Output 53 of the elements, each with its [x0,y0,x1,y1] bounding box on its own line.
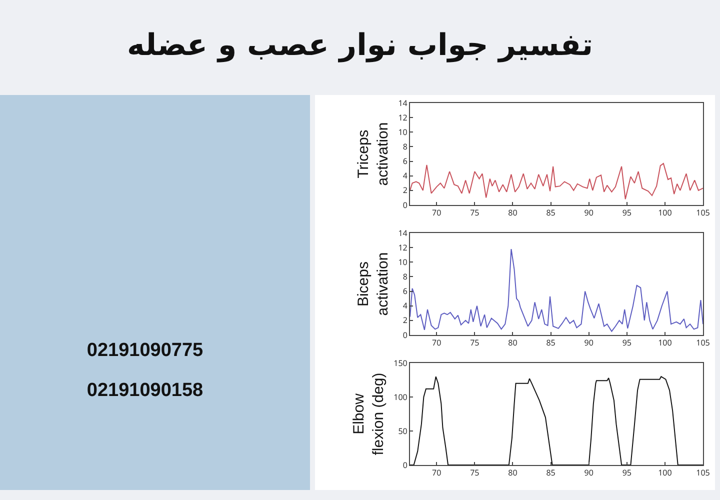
x-tick-label: 85 [546,208,556,219]
x-tick-label: 80 [508,338,518,349]
y-tick-label: 2 [402,185,408,196]
x-tick-label: 75 [470,468,480,479]
y-tick-label: 100 [394,392,408,403]
y-tick-label: 50 [398,426,408,437]
x-tick-label: 100 [658,338,672,349]
text: 02191090158 [86,380,204,402]
y-tick-label: 2 [402,315,408,326]
y-tick-label: 14 [398,98,408,109]
chart-title: تفسیر جواب نوار عصب و عضله [126,28,594,63]
y-tick-label: 4 [402,300,408,312]
x-tick-label: 85 [546,468,556,479]
x-tick-label: 70 [432,208,442,219]
y-tick-label: 6 [402,286,408,298]
y-tick-label: 8 [402,272,408,283]
y-tick-label: 12 [398,112,408,124]
y-tick-label: 10 [398,126,408,138]
y-axis-title: Triceps activation [354,122,392,186]
y-tick-label: 10 [398,256,408,268]
x-tick-label: 75 [470,338,480,349]
y-axis-title: Biceps activation [354,252,392,316]
x-tick-label: 75 [470,208,480,219]
x-tick-label: 70 [432,468,442,479]
x-tick-label: 95 [622,338,632,349]
x-tick-label: 100 [658,468,672,479]
y-tick-label: 0 [402,460,408,471]
x-tick-label: 90 [584,338,594,349]
x-tick-label: 105 [696,338,710,349]
x-tick-label: 80 [508,208,518,219]
x-tick-label: 100 [658,208,672,219]
x-tick-label: 85 [546,338,556,349]
x-tick-label: 105 [696,468,710,479]
line-series [410,248,703,332]
y-tick-label: 8 [402,142,408,153]
x-tick-label: 80 [508,468,518,479]
line-series [410,162,703,200]
y-tick-label: 12 [398,242,408,254]
x-tick-label: 90 [584,208,594,219]
y-tick-label: 0 [402,330,408,341]
y-tick-label: 14 [398,228,408,239]
y-tick-label: 4 [402,170,408,182]
x-tick-label: 70 [432,338,442,349]
y-tick-label: 150 [394,358,408,369]
y-axis-title: Elbow flexion (deg) [350,372,387,456]
x-tick-label: 95 [622,468,632,479]
x-tick-label: 90 [584,468,594,479]
x-tick-label: 105 [696,208,710,219]
y-tick-label: 0 [402,200,408,211]
line-series [410,376,703,465]
text: 02191090775 [86,340,204,362]
y-tick-label: 6 [402,156,408,168]
x-tick-label: 95 [622,208,632,219]
